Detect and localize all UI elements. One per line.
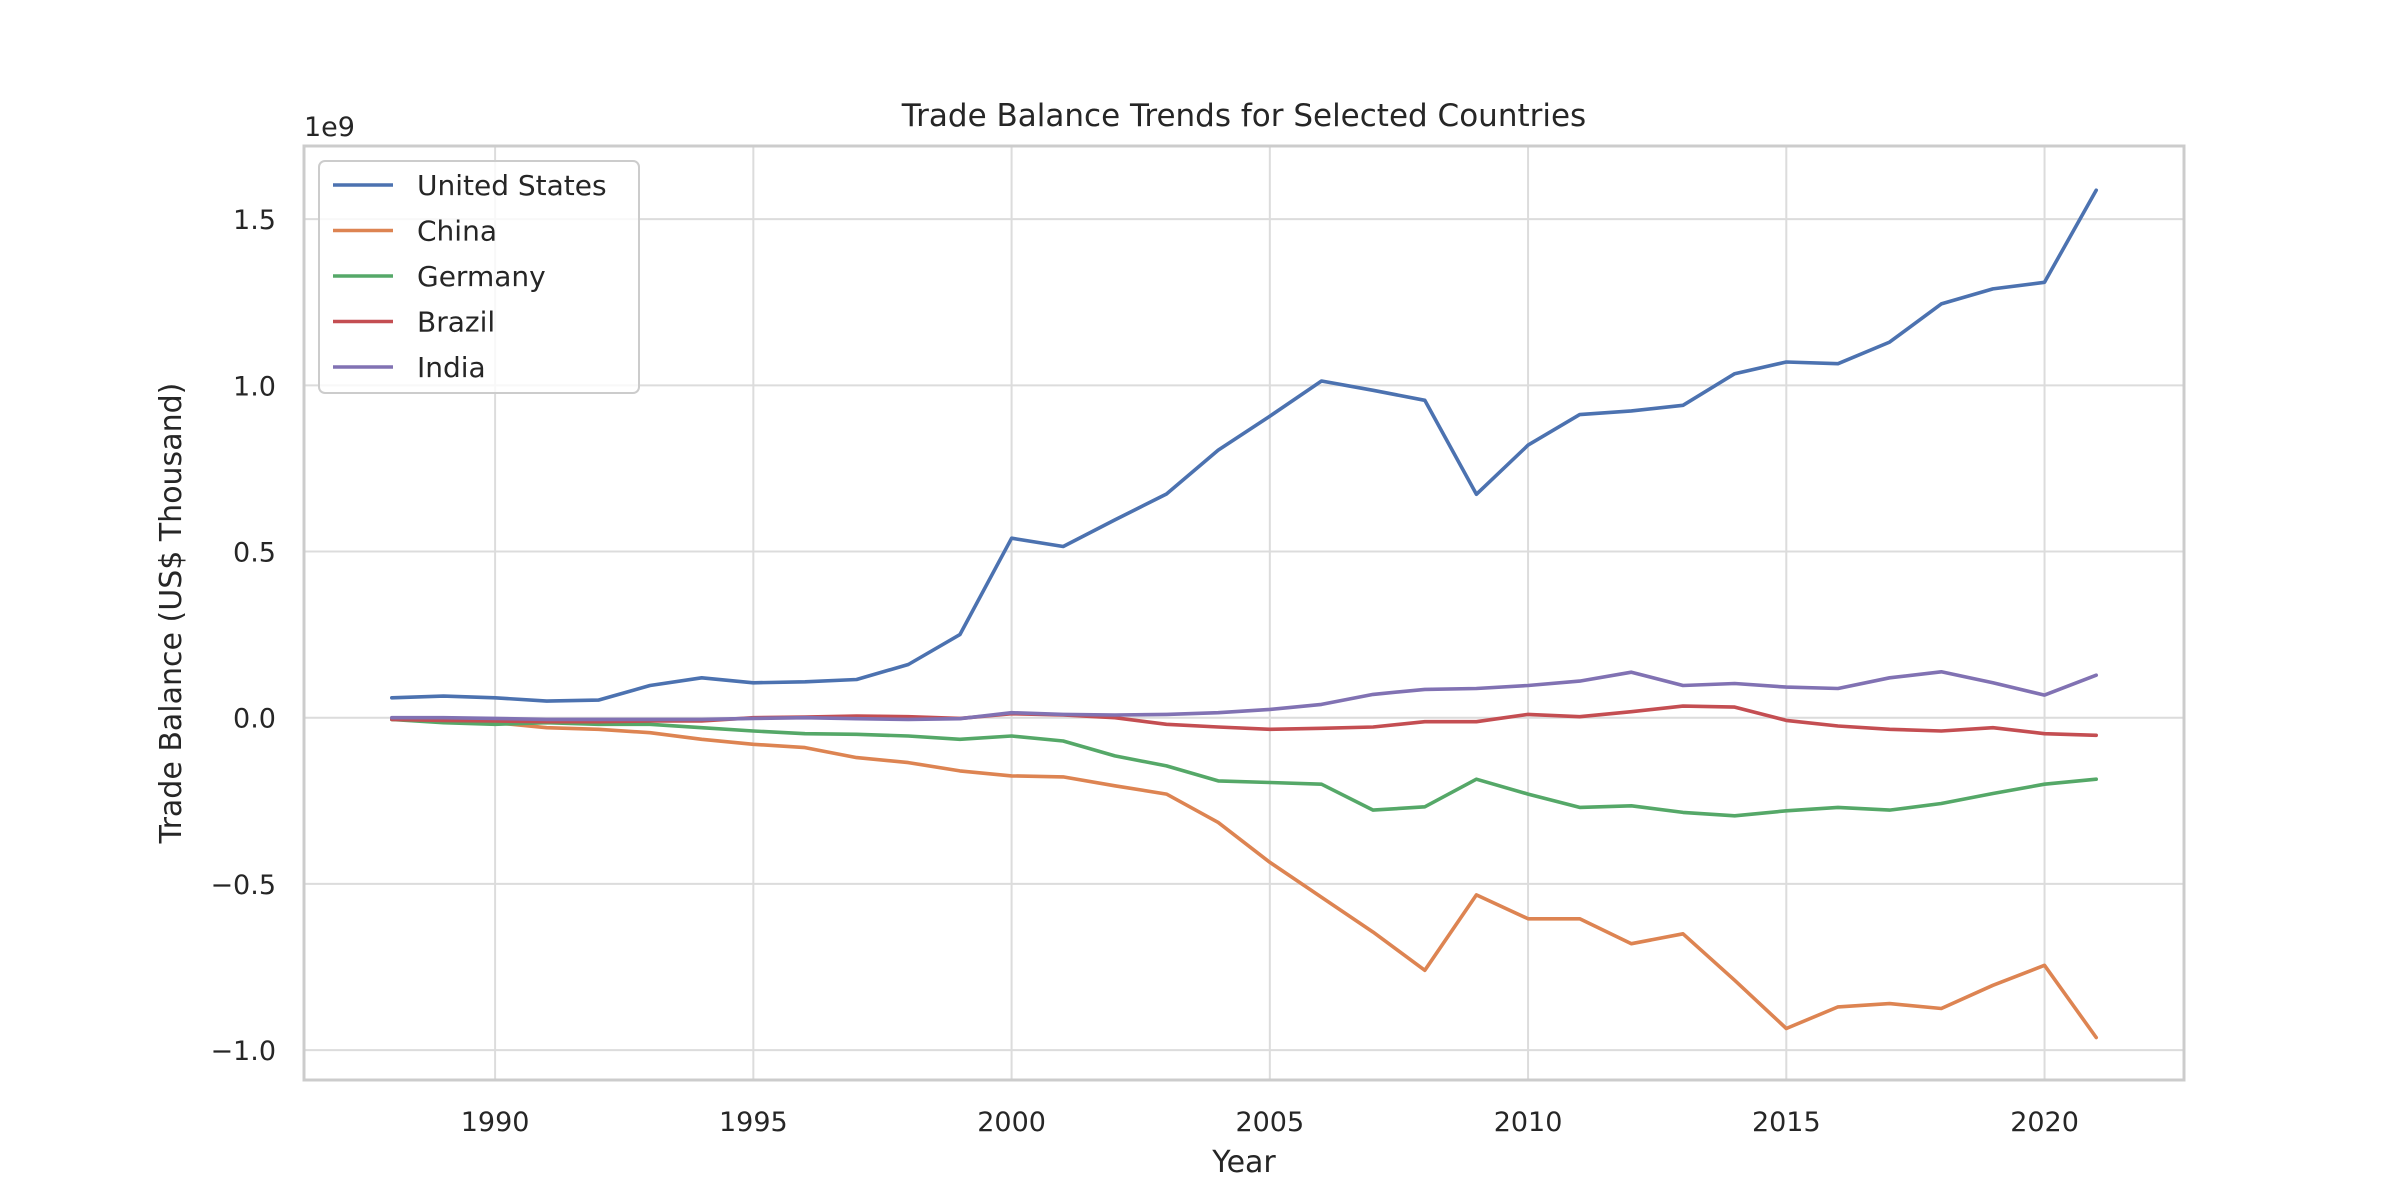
y-tick-label: −1.0 (210, 1036, 276, 1067)
x-tick-label: 2015 (1752, 1107, 1821, 1138)
legend-item-brazil: Brazil (333, 306, 495, 339)
series-line-united-states (389, 188, 2098, 703)
x-tick-label: 1990 (461, 1107, 530, 1138)
legend: United States China Germany Brazil India (318, 160, 640, 394)
y-tick-label: 0.5 (233, 538, 276, 569)
x-tick-label: 2020 (2010, 1107, 2079, 1138)
y-tick-label: 1.5 (233, 205, 276, 236)
legend-label: China (417, 215, 497, 248)
x-tick-label: 2005 (1235, 1107, 1304, 1138)
legend-item-united-states: United States (333, 169, 607, 202)
y-axis-ticks: −1.0 −0.5 0.0 0.5 1.0 1.5 (210, 205, 276, 1067)
legend-label: Brazil (417, 306, 495, 339)
x-axis-ticks: 1990 1995 2000 2005 2010 2015 2020 (461, 1107, 2079, 1138)
y-tick-label: 1.0 (233, 371, 276, 402)
y-axis-label: Trade Balance (US$ Thousand) (154, 383, 189, 845)
series-line-germany (389, 717, 2098, 818)
x-tick-label: 2010 (1494, 1107, 1563, 1138)
legend-item-india: India (333, 351, 486, 384)
y-tick-label: 0.0 (233, 704, 276, 735)
plot-frame (302, 144, 2186, 1082)
legend-box (318, 160, 640, 394)
legend-label: United States (417, 169, 607, 202)
legend-label: Germany (417, 260, 546, 293)
x-tick-label: 1995 (719, 1107, 788, 1138)
legend-item-germany: Germany (333, 260, 546, 293)
y-tick-label: −0.5 (210, 870, 276, 901)
legend-items: United States China Germany Brazil India (333, 169, 607, 384)
series-line-china (389, 717, 2098, 1040)
x-tick-label: 2000 (977, 1107, 1046, 1138)
legend-label: India (417, 351, 486, 384)
series-lines (389, 188, 2098, 1040)
x-axis-label: Year (1211, 1145, 1276, 1180)
chart-title: Trade Balance Trends for Selected Countr… (901, 98, 1586, 134)
legend-item-china: China (333, 215, 497, 248)
series-line-india (389, 669, 2098, 722)
y-axis-offset-text: 1e9 (304, 112, 355, 143)
